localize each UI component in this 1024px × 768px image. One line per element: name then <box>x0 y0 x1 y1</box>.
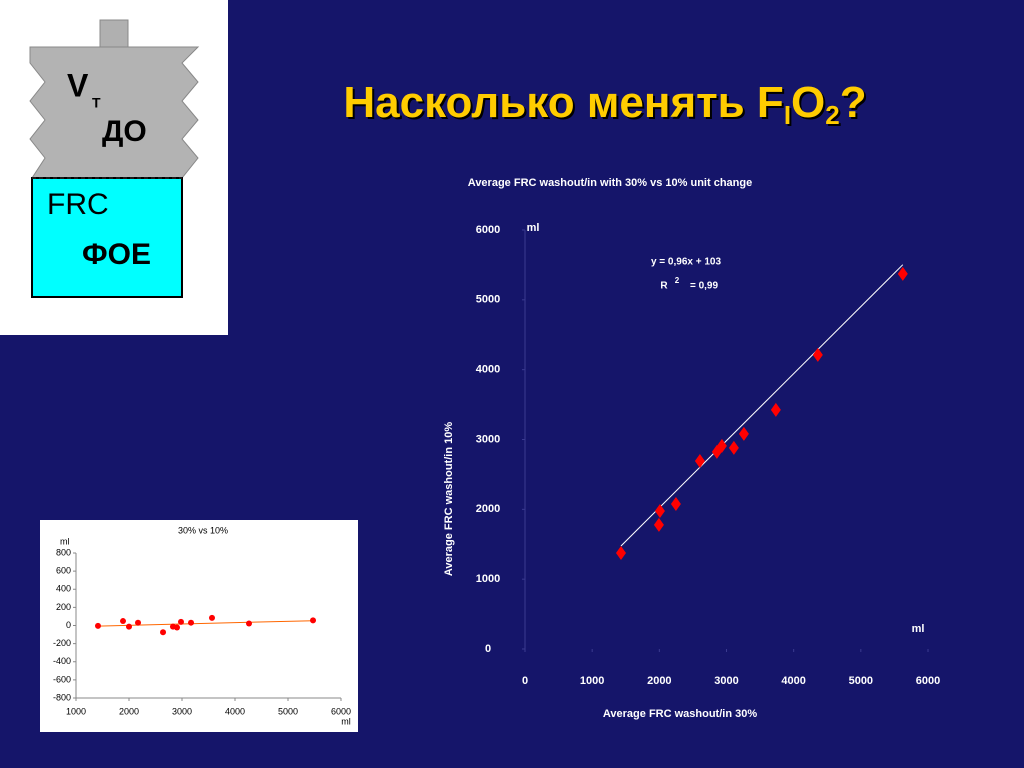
x-tick-label: 2000 <box>647 675 671 687</box>
y-tick-label: 2000 <box>476 503 500 515</box>
point <box>897 266 908 281</box>
point <box>135 619 142 626</box>
point <box>245 620 252 627</box>
point <box>812 347 823 362</box>
x-tick-label: 0 <box>522 675 528 687</box>
point <box>174 624 181 631</box>
foe-label: ФОЕ <box>82 238 151 271</box>
y-tick-label: 600 <box>56 566 71 576</box>
point <box>126 623 132 630</box>
point <box>94 622 101 629</box>
point <box>310 617 317 624</box>
y-tick-label: 400 <box>56 584 71 594</box>
y-tick-label: 3000 <box>476 433 500 445</box>
y-tick-label: -200 <box>53 638 71 648</box>
x-tick-label: 4000 <box>781 675 805 687</box>
trendline <box>620 264 904 547</box>
y-unit: ml <box>60 536 70 546</box>
frc-box <box>31 177 183 298</box>
y-tick-label: 0 <box>485 643 491 655</box>
point <box>670 496 681 511</box>
y-tick-label: 0 <box>66 620 71 630</box>
y-axis-label: Average FRC washout/in 10% <box>443 422 455 576</box>
annotation: y = 0,96x + 103 <box>651 257 722 268</box>
title-sub: 2 <box>825 100 839 130</box>
point <box>120 618 127 625</box>
x-tick-label: 1000 <box>580 675 604 687</box>
point <box>738 426 749 441</box>
slide-title: Насколько менять FIO2? <box>343 78 866 130</box>
small-chart-bg <box>40 520 358 732</box>
point <box>653 517 664 532</box>
x-unit: ml <box>341 716 351 726</box>
x-axis-label: Average FRC washout/in 30% <box>603 708 757 720</box>
title-main: Насколько менять F <box>343 78 783 127</box>
title-sub: I <box>784 100 791 130</box>
point <box>770 402 781 417</box>
x-tick-label: 6000 <box>916 675 940 687</box>
x-unit: ml <box>912 623 925 635</box>
y-tick-label: -400 <box>53 656 71 666</box>
point <box>615 545 626 560</box>
y-unit: ml <box>527 222 540 234</box>
x-tick-label: 4000 <box>225 706 245 716</box>
point <box>208 614 215 621</box>
x-tick-label: 3000 <box>714 675 738 687</box>
stem <box>99 19 129 48</box>
x-tick-label: 5000 <box>849 675 873 687</box>
point <box>654 503 665 518</box>
x-tick-label: 3000 <box>172 706 192 716</box>
y-tick-label: 1000 <box>476 573 500 585</box>
trendline <box>97 620 314 627</box>
bellows <box>29 46 200 179</box>
y-tick-label: -800 <box>53 692 71 702</box>
x-tick-label: 2000 <box>119 706 139 716</box>
point <box>728 440 739 455</box>
x-tick-label: 5000 <box>278 706 298 716</box>
y-tick-label: 200 <box>56 602 71 612</box>
x-tick-label: 6000 <box>331 706 351 716</box>
annotation: R <box>660 281 668 292</box>
point <box>694 453 705 468</box>
y-tick-label: 800 <box>56 547 71 557</box>
chart-title: Average FRC washout/in with 30% vs 10% u… <box>468 177 752 189</box>
y-tick-label: -600 <box>53 674 71 684</box>
frc-label: FRC <box>47 188 109 221</box>
chart-title: 30% vs 10% <box>178 525 228 535</box>
x-tick-label: 1000 <box>66 706 86 716</box>
title-mid: O <box>791 78 825 127</box>
annotation: 2 <box>675 276 680 285</box>
point <box>188 619 195 626</box>
point <box>177 618 184 625</box>
y-tick-label: 4000 <box>476 364 500 376</box>
y-tick-label: 6000 <box>476 224 500 236</box>
title-end: ? <box>840 78 867 127</box>
diagram: V T ДО FRC ФОЕ <box>0 0 228 335</box>
vt-subscript: T <box>92 95 101 111</box>
point <box>716 438 727 453</box>
vt-label: V <box>67 67 89 103</box>
point <box>160 629 167 636</box>
annotation: = 0,99 <box>690 281 719 292</box>
y-tick-label: 5000 <box>476 294 500 306</box>
do-label: ДО <box>102 115 147 148</box>
